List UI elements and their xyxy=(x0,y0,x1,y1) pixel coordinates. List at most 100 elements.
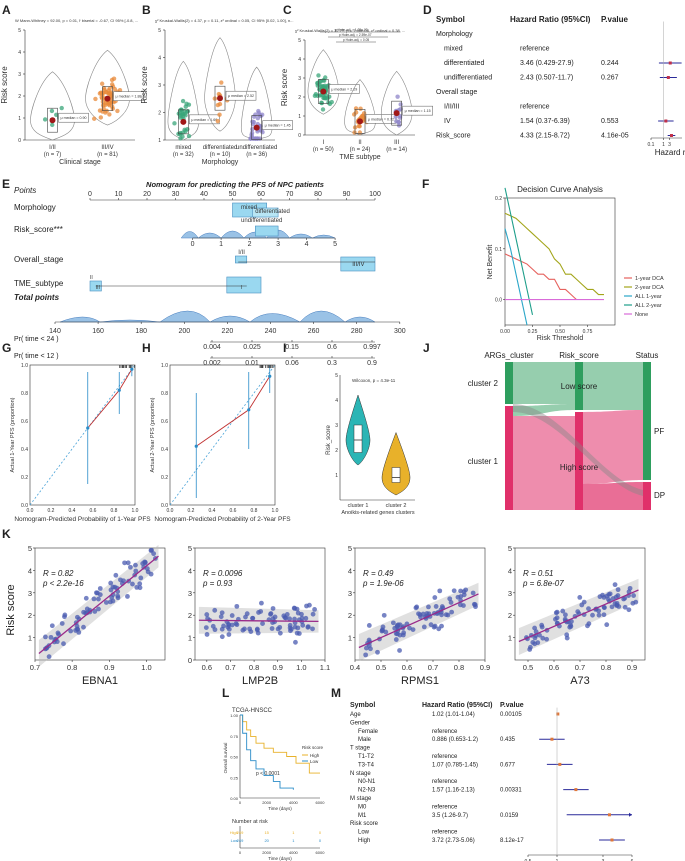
risk-tick-label: 3 xyxy=(276,241,280,248)
group-label: cluster 2 xyxy=(386,503,407,509)
data-point xyxy=(81,624,86,630)
median-point xyxy=(180,118,187,125)
data-point xyxy=(294,630,300,636)
median-label-box xyxy=(402,105,433,116)
y-tick-label: 3 xyxy=(188,589,192,598)
data-point xyxy=(180,98,186,104)
data-point xyxy=(148,548,154,553)
risk-tick-label: 4 xyxy=(305,241,309,248)
violin-outline xyxy=(307,49,340,115)
data-point xyxy=(103,102,108,108)
y-tick-label: 1 xyxy=(28,634,32,643)
median-label-box xyxy=(113,91,144,101)
risk-box xyxy=(255,225,279,237)
data-point xyxy=(219,610,225,616)
x-tick-label: 0.8 xyxy=(67,663,77,672)
y-tick-label: 5 xyxy=(298,38,301,44)
row-p: 0.677 xyxy=(500,762,516,768)
row-symbol: N2-N3 xyxy=(358,788,376,794)
y-tick-label: 0 xyxy=(188,656,192,665)
data-point xyxy=(615,587,621,593)
row-symbol: mixed xyxy=(444,46,463,53)
data-point xyxy=(426,604,431,610)
data-point xyxy=(590,612,595,618)
pr12-tick-label: 0.06 xyxy=(285,360,299,367)
x-tick-label: 1.0 xyxy=(296,663,306,672)
data-point xyxy=(528,644,533,650)
data-point xyxy=(312,606,317,612)
data-point xyxy=(151,551,157,557)
panel-letter-e: E xyxy=(2,177,10,191)
x-axis-label: Time (days) xyxy=(268,806,292,811)
data-point xyxy=(99,95,104,100)
data-point xyxy=(609,604,615,610)
data-point xyxy=(554,615,560,621)
panel-letter-d: D xyxy=(423,3,432,17)
data-point xyxy=(320,107,326,112)
data-point xyxy=(319,100,324,105)
pr24-tick-label: 0.004 xyxy=(203,344,221,351)
x-tick-label: 6 xyxy=(631,859,634,861)
group-label: III/IV xyxy=(101,145,113,151)
data-point xyxy=(217,112,222,117)
data-point xyxy=(259,600,264,606)
points-tick-label: 50 xyxy=(229,191,237,198)
data-point xyxy=(97,91,103,96)
data-point xyxy=(59,105,64,111)
morphology-label: mixed xyxy=(241,205,257,211)
ideal-line xyxy=(169,364,276,506)
data-point xyxy=(98,115,104,120)
node-right xyxy=(643,482,651,510)
row-symbol: T stage xyxy=(350,746,371,752)
risk-tick-label: 1 xyxy=(219,241,223,248)
data-point xyxy=(212,627,218,633)
data-point xyxy=(627,585,633,591)
node-mid xyxy=(575,362,583,410)
data-point xyxy=(113,572,119,578)
data-point xyxy=(318,79,324,84)
y-tick-label: 0.4 xyxy=(21,447,28,453)
row-hr: 1.57 (1.16-2.13) xyxy=(432,788,475,794)
data-point xyxy=(613,594,619,600)
data-point xyxy=(59,621,65,626)
pairwise-label: p Holm-adj. = 1.29e-03 xyxy=(335,28,368,32)
total-tick-label: 280 xyxy=(351,328,363,335)
data-point xyxy=(83,595,89,601)
tme-label: II xyxy=(90,275,93,281)
data-point xyxy=(250,127,255,132)
legend-label: High xyxy=(310,753,320,758)
pairwise-label: p Holm-adj. = 2.59e-07 xyxy=(339,33,372,37)
stage-label: III/IV xyxy=(352,262,364,268)
x-tick-label: 1 xyxy=(556,859,559,861)
x-tick-label: 1.0 xyxy=(272,508,279,514)
pr12-tick-label: 0.01 xyxy=(245,360,259,367)
y-tick-label: 1 xyxy=(335,473,338,479)
tme-box xyxy=(226,276,262,294)
x-tick-label: 0.5 xyxy=(525,859,532,861)
data-point xyxy=(101,85,107,91)
row-label: Pr( time < 24 ) xyxy=(14,336,59,343)
node-label: cluster 1 xyxy=(468,457,499,466)
y-tick-label: 4 xyxy=(188,566,192,575)
row-p: 0.00331 xyxy=(500,788,522,794)
risk-table-value: 249 xyxy=(237,830,244,835)
flow xyxy=(513,362,575,404)
median-point xyxy=(357,118,363,125)
y-tick-label: 3 xyxy=(158,83,161,89)
header-p: P.value xyxy=(601,15,629,24)
axis-label: Status xyxy=(636,351,659,360)
data-point xyxy=(602,605,607,611)
row-p: 8.12e-17 xyxy=(500,838,524,844)
data-point xyxy=(533,629,539,635)
estimate-point xyxy=(666,76,670,79)
data-point xyxy=(110,584,116,590)
data-point xyxy=(601,612,607,618)
data-point xyxy=(204,612,210,617)
panel-e: Nomogram for predicting the PFS of NPC p… xyxy=(14,180,406,367)
data-point xyxy=(68,628,74,634)
box xyxy=(354,109,366,134)
data-point xyxy=(381,612,387,618)
data-point xyxy=(229,622,235,628)
row-symbol: I/II/III xyxy=(444,104,460,111)
data-point xyxy=(293,639,298,645)
